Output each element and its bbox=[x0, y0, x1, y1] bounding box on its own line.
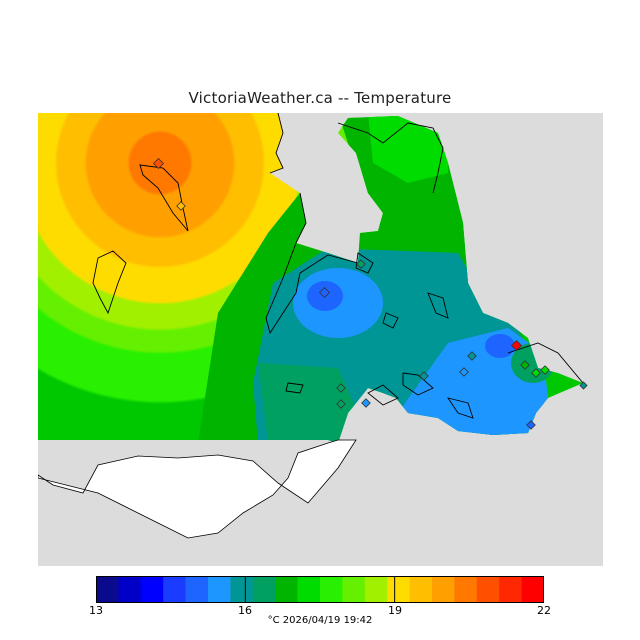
legend-swatch bbox=[499, 576, 522, 603]
station-marker[interactable] bbox=[336, 383, 346, 393]
legend-swatch bbox=[342, 576, 366, 603]
color-legend bbox=[96, 576, 544, 603]
map-title: VictoriaWeather.ca -- Temperature bbox=[188, 89, 452, 107]
legend-frame bbox=[96, 576, 544, 603]
station-marker[interactable] bbox=[526, 420, 536, 430]
station-marker[interactable] bbox=[467, 351, 477, 361]
station-marker[interactable] bbox=[579, 381, 588, 390]
legend-swatch bbox=[364, 576, 388, 603]
legend-swatch bbox=[275, 576, 298, 603]
station-markers bbox=[152, 157, 588, 430]
legend-swatch bbox=[476, 576, 500, 603]
legend-swatch bbox=[140, 576, 164, 603]
legend-swatch bbox=[96, 576, 119, 603]
station-marker[interactable] bbox=[318, 286, 331, 299]
legend-tick-label: 22 bbox=[537, 604, 551, 617]
station-marker[interactable] bbox=[459, 367, 469, 377]
coastlines bbox=[92, 113, 584, 419]
legend-swatch bbox=[185, 576, 209, 603]
legend-swatch bbox=[454, 576, 478, 603]
legend-tick-label: 19 bbox=[388, 604, 402, 617]
station-marker[interactable] bbox=[419, 371, 429, 381]
station-marker[interactable] bbox=[540, 365, 550, 375]
legend-swatch bbox=[208, 576, 231, 603]
legend-swatch bbox=[230, 576, 254, 603]
station-marker[interactable] bbox=[152, 157, 165, 170]
legend-swatch bbox=[118, 576, 142, 603]
station-marker[interactable] bbox=[520, 360, 530, 370]
legend-tick-label: 16 bbox=[238, 604, 252, 617]
legend-footer: °C 2026/04/19 19:42 bbox=[267, 615, 373, 626]
station-marker[interactable] bbox=[336, 399, 346, 409]
station-marker[interactable] bbox=[531, 368, 541, 378]
legend-swatch bbox=[252, 576, 276, 603]
temperature-map bbox=[38, 113, 603, 566]
legend-swatch bbox=[320, 576, 343, 603]
land-south bbox=[38, 439, 357, 539]
legend-swatch bbox=[432, 576, 455, 603]
legend-swatch bbox=[521, 576, 544, 603]
legend-tick-label: 13 bbox=[89, 604, 103, 617]
legend-swatch bbox=[387, 576, 410, 603]
station-marker[interactable] bbox=[361, 398, 371, 408]
legend-swatch bbox=[409, 576, 433, 603]
legend-swatch bbox=[163, 576, 186, 603]
station-marker[interactable] bbox=[356, 259, 366, 269]
station-marker[interactable] bbox=[176, 201, 186, 211]
legend-swatch bbox=[297, 576, 321, 603]
station-marker[interactable] bbox=[510, 339, 523, 352]
